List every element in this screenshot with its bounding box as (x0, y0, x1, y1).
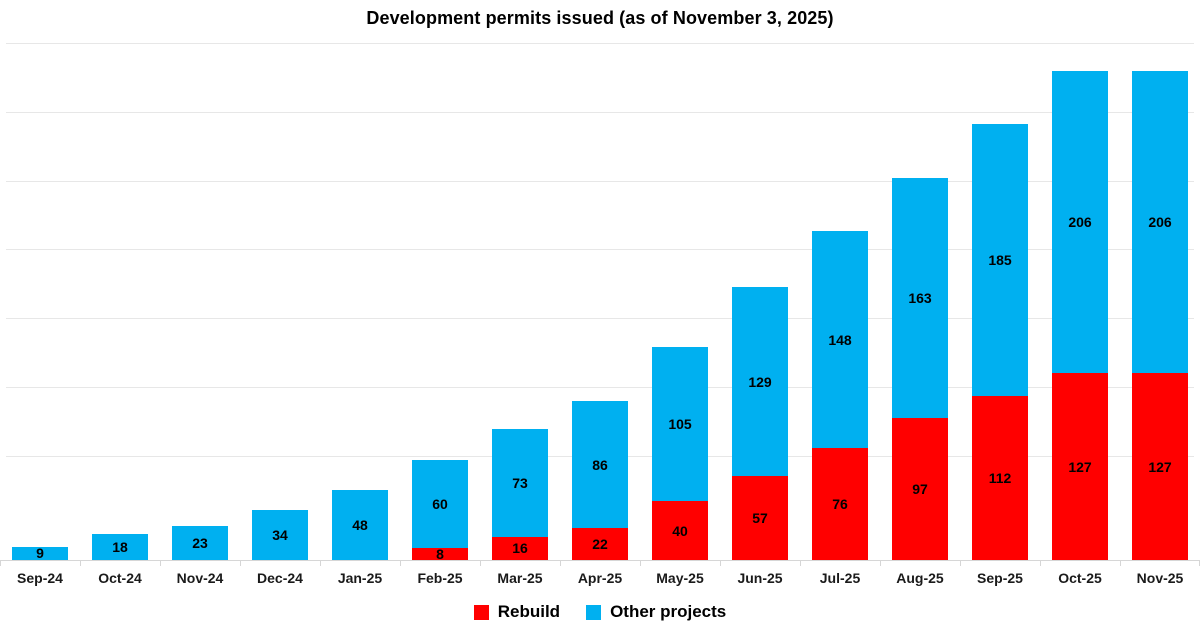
x-axis-line (0, 560, 1200, 561)
legend-item-rebuild: Rebuild (473, 602, 561, 622)
bar-data-label: 57 (752, 510, 768, 527)
bar-segment-rebuild (1132, 373, 1188, 560)
bar-data-label: 48 (352, 516, 368, 533)
x-axis-tick (880, 561, 881, 566)
bar-segment-rebuild (652, 501, 708, 560)
bar-data-label: 18 (112, 538, 128, 555)
bar-segment-rebuild (892, 417, 948, 560)
x-axis-label: Oct-24 (98, 570, 142, 586)
gridline (6, 111, 1194, 113)
x-axis-tick (240, 561, 241, 566)
bar-segment-rebuild (412, 548, 468, 560)
bar-data-label: 23 (192, 535, 208, 552)
bar-data-label: 86 (592, 456, 608, 473)
bar-segment-other-projects (1052, 70, 1108, 374)
bar-data-label: 206 (1068, 214, 1092, 231)
bar-data-label: 129 (748, 373, 772, 390)
bar-segment-other-projects (252, 510, 308, 560)
x-axis-label: Jun-25 (737, 570, 783, 586)
x-axis-label: Jul-25 (819, 570, 861, 586)
bar-data-label: 34 (272, 527, 288, 544)
legend-label-other-projects: Other projects (610, 602, 727, 621)
bar-segment-rebuild (732, 476, 788, 560)
x-axis-tick (320, 561, 321, 566)
gridline (6, 249, 1194, 251)
bar-data-label: 163 (908, 289, 932, 306)
bar-data-label: 105 (668, 416, 692, 433)
x-axis-label: Oct-25 (1058, 570, 1102, 586)
bar-segment-other-projects (892, 178, 948, 418)
bar-data-label: 206 (1148, 214, 1172, 231)
legend-label-rebuild: Rebuild (497, 602, 561, 621)
x-axis-label: Aug-25 (896, 570, 944, 586)
gridline (6, 387, 1194, 389)
bar-data-label: 97 (912, 480, 928, 497)
x-axis-label: Sep-25 (977, 570, 1023, 586)
x-axis-tick (560, 561, 561, 566)
bar-data-label: 8 (436, 546, 444, 563)
bar-segment-other-projects (332, 489, 388, 560)
x-axis-tick (400, 561, 401, 566)
bar-segment-other-projects (572, 401, 628, 528)
x-axis-label: May-25 (656, 570, 704, 586)
x-axis-tick (960, 561, 961, 566)
legend-item-other-projects: Other projects (586, 602, 726, 622)
chart-title: Development permits issued (as of Novemb… (366, 8, 834, 28)
legend: Rebuild Other projects (0, 602, 1200, 622)
bar-segment-rebuild (1052, 373, 1108, 560)
x-axis-tick (1040, 561, 1041, 566)
x-axis-label: Mar-25 (497, 570, 543, 586)
x-axis-label: Jan-25 (337, 570, 383, 586)
bar-data-label: 40 (672, 522, 688, 539)
gridline (6, 318, 1194, 320)
other-projects-swatch-icon (586, 604, 602, 620)
bar-segment-other-projects (732, 286, 788, 477)
x-axis-tick (0, 561, 1, 566)
bar-segment-other-projects (172, 526, 228, 560)
bar-segment-other-projects (812, 231, 868, 449)
bar-data-label: 9 (36, 545, 44, 562)
gridline (6, 43, 1194, 44)
bar-data-label: 127 (1148, 458, 1172, 475)
x-axis-label: Dec-24 (257, 570, 303, 586)
bar-data-label: 73 (512, 474, 528, 491)
x-axis-tick (160, 561, 161, 566)
x-axis-label: Nov-25 (1136, 570, 1184, 586)
bar-data-label: 22 (592, 535, 608, 552)
bar-data-label: 148 (828, 331, 852, 348)
bar-segment-other-projects (652, 347, 708, 502)
x-axis-label: Sep-24 (17, 570, 63, 586)
bar-segment-rebuild (972, 395, 1028, 560)
gridline (6, 180, 1194, 182)
bar-segment-rebuild (492, 536, 548, 560)
bar-segment-other-projects (92, 533, 148, 560)
bar-segment-other-projects (12, 546, 68, 560)
bar-data-label: 16 (512, 540, 528, 557)
bar-segment-other-projects (412, 460, 468, 549)
x-axis-tick (80, 561, 81, 566)
x-axis-tick (480, 561, 481, 566)
bar-segment-rebuild (812, 448, 868, 560)
bar-segment-other-projects (492, 429, 548, 537)
x-axis-label: Apr-25 (577, 570, 623, 586)
rebuild-swatch-icon (473, 604, 489, 620)
bar-segment-rebuild (572, 527, 628, 560)
x-axis-tick (1120, 561, 1121, 566)
x-axis-label: Feb-25 (417, 570, 463, 586)
x-axis-tick (640, 561, 641, 566)
bar-data-label: 60 (432, 496, 448, 513)
bar-data-label: 127 (1068, 458, 1092, 475)
bar-segment-other-projects (1132, 70, 1188, 374)
bar-segment-other-projects (972, 123, 1028, 396)
x-axis-tick (720, 561, 721, 566)
x-axis-tick (800, 561, 801, 566)
bar-data-label: 112 (988, 469, 1012, 486)
bar-data-label: 76 (832, 496, 848, 513)
x-axis-label: Nov-24 (176, 570, 224, 586)
bar-data-label: 185 (988, 251, 1012, 268)
